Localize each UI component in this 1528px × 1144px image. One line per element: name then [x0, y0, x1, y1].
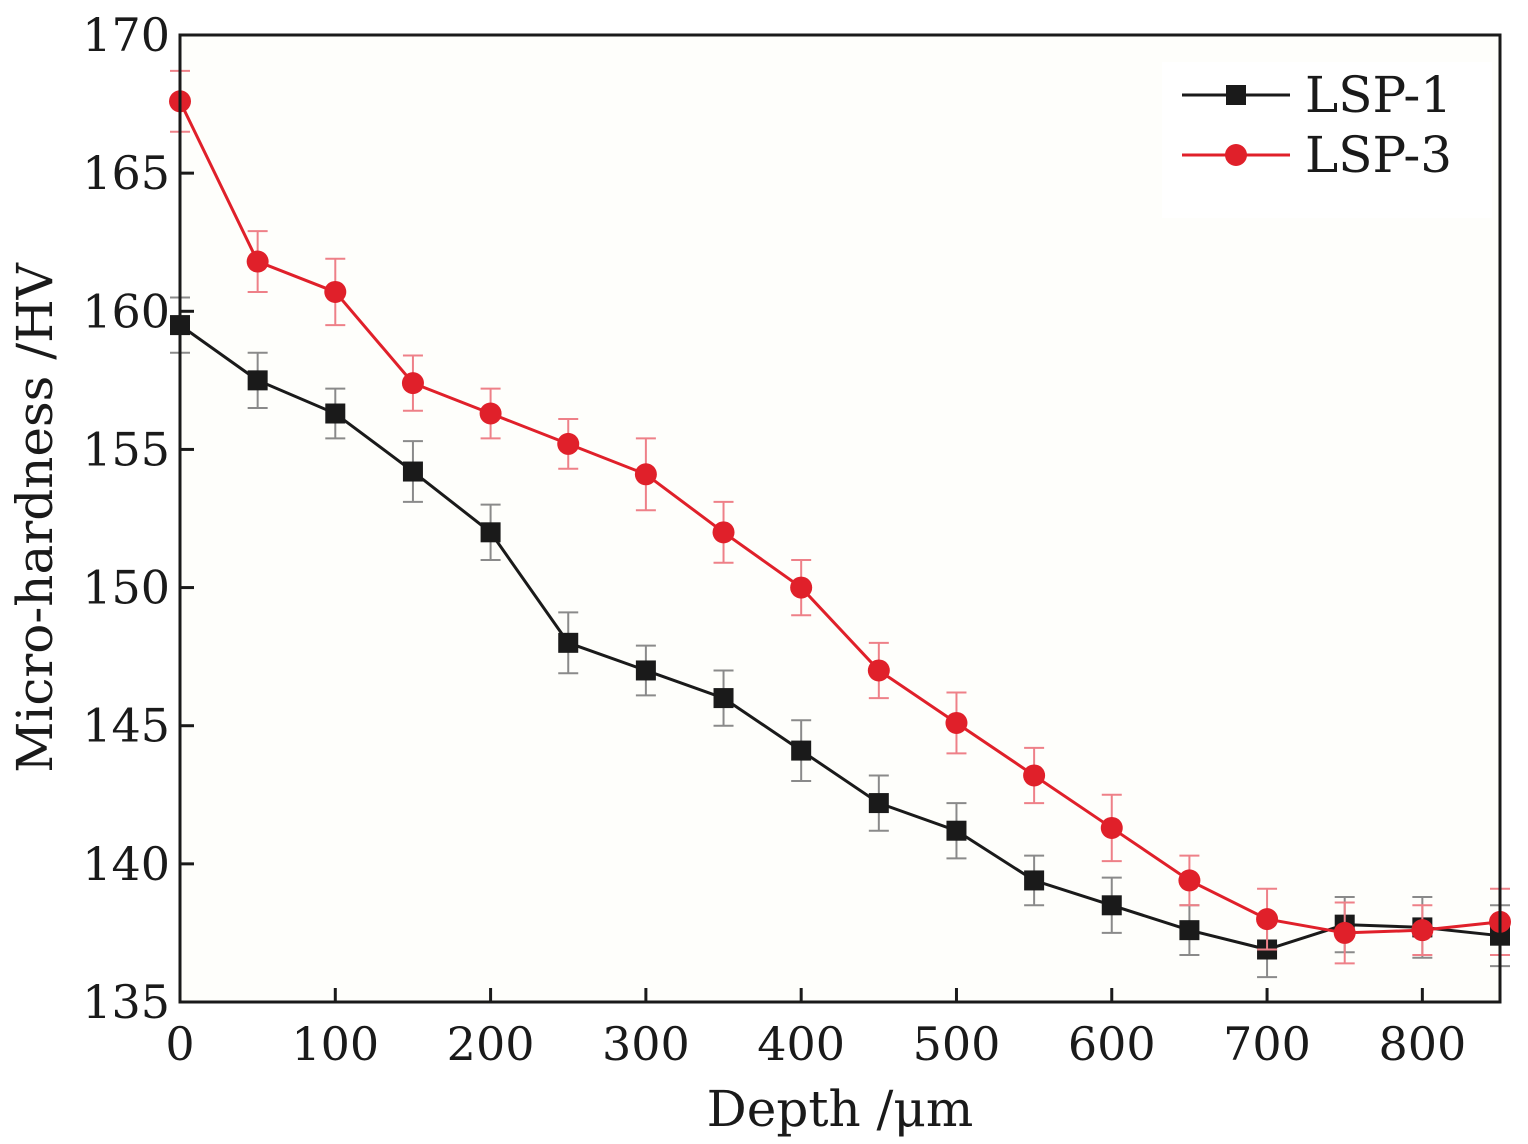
data-point-lsp-1 — [1101, 895, 1122, 916]
y-tick-label: 135 — [82, 975, 170, 1029]
x-tick-label: 100 — [291, 1017, 379, 1071]
x-tick-label: 700 — [1223, 1017, 1311, 1071]
data-point-lsp-1 — [791, 740, 812, 761]
legend-marker-lsp-1 — [1226, 85, 1246, 105]
data-point-lsp-1 — [247, 370, 268, 391]
y-tick-label: 155 — [82, 422, 170, 476]
data-point-lsp-3 — [1411, 919, 1434, 942]
data-point-lsp-1 — [713, 688, 734, 709]
data-point-lsp-3 — [1256, 908, 1279, 931]
x-tick-label: 0 — [165, 1017, 194, 1071]
data-point-lsp-3 — [479, 402, 502, 425]
legend-marker-lsp-3 — [1225, 144, 1247, 166]
data-point-lsp-3 — [945, 711, 968, 734]
legend-label-lsp-3: LSP-3 — [1305, 126, 1452, 184]
data-point-lsp-3 — [712, 521, 735, 544]
series-lsp-3 — [169, 69, 1511, 965]
data-point-lsp-1 — [558, 632, 579, 653]
y-tick-label: 145 — [82, 699, 170, 753]
series-line-lsp-3 — [178, 100, 1501, 935]
data-point-lsp-1 — [1024, 870, 1045, 891]
x-axis: 0 100 200 300 400 500 600 700 800 — [165, 988, 1466, 1071]
x-tick-label: 400 — [757, 1017, 845, 1071]
legend: LSP-1 LSP-3 — [1162, 62, 1492, 218]
y-tick-label: 140 — [82, 837, 170, 891]
y-tick-label: 170 — [82, 8, 170, 62]
series-line-lsp-1 — [179, 323, 1501, 952]
data-point-lsp-3 — [324, 280, 347, 303]
y-axis: 135 140 145 150 155 160 165 170 — [82, 8, 194, 1029]
series-layer — [169, 69, 1511, 979]
x-axis-title: Depth /μm — [707, 1080, 974, 1138]
data-point-lsp-1 — [1179, 920, 1200, 941]
data-point-lsp-3 — [1023, 764, 1046, 787]
data-point-lsp-1 — [946, 820, 967, 841]
y-axis-title: Micro-hardness /HV — [6, 262, 64, 772]
data-point-lsp-3 — [1100, 816, 1123, 839]
data-point-lsp-3 — [557, 432, 580, 455]
y-tick-label: 150 — [82, 561, 170, 615]
data-point-lsp-3 — [1333, 921, 1356, 944]
series-lsp-1 — [170, 296, 1510, 979]
data-point-lsp-1 — [868, 793, 889, 814]
x-tick-label: 600 — [1068, 1017, 1156, 1071]
data-point-lsp-3 — [1178, 869, 1201, 892]
data-point-lsp-3 — [246, 250, 269, 273]
y-tick-label: 160 — [82, 284, 170, 338]
data-point-lsp-1 — [402, 461, 423, 482]
data-point-lsp-3 — [790, 576, 813, 599]
data-point-lsp-1 — [325, 403, 346, 424]
data-point-lsp-3 — [634, 463, 657, 486]
x-tick-label: 300 — [602, 1017, 690, 1071]
legend-label-lsp-1: LSP-1 — [1305, 66, 1452, 124]
data-point-lsp-1 — [635, 660, 656, 681]
legend-background — [1162, 62, 1492, 218]
plot-frame — [178, 33, 1502, 1004]
x-tick-label: 800 — [1378, 1017, 1466, 1071]
y-tick-label: 165 — [82, 146, 170, 200]
data-point-lsp-1 — [480, 522, 501, 543]
x-tick-label: 500 — [913, 1017, 1001, 1071]
data-point-lsp-3 — [401, 372, 424, 395]
x-tick-label: 200 — [447, 1017, 535, 1071]
data-point-lsp-3 — [867, 659, 890, 682]
